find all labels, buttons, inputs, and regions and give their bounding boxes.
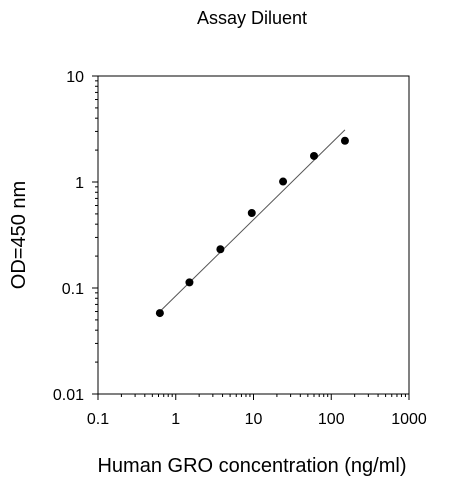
data-point bbox=[279, 177, 288, 186]
y-axis-tick-labels: 0.01 0.1 1 10 bbox=[53, 69, 84, 404]
y-tick-label: 0.01 bbox=[53, 387, 84, 404]
plot-frame bbox=[97, 75, 410, 395]
data-point bbox=[185, 278, 194, 287]
x-axis-tick-labels: 0.1 1 10 100 1000 bbox=[87, 411, 427, 428]
y-tick-label: 1 bbox=[75, 175, 84, 192]
x-axis-ticks bbox=[97, 394, 410, 400]
x-tick-label: 100 bbox=[318, 411, 345, 428]
x-tick-label: 1 bbox=[171, 411, 180, 428]
data-point bbox=[340, 136, 349, 145]
y-tick-label: 10 bbox=[66, 69, 84, 86]
data-point bbox=[216, 245, 225, 254]
data-point bbox=[310, 151, 319, 160]
y-tick-label: 0.1 bbox=[62, 281, 84, 298]
data-point bbox=[247, 208, 256, 217]
x-tick-label: 10 bbox=[245, 411, 263, 428]
x-axis-label: Human GRO concentration (ng/ml) bbox=[97, 455, 406, 477]
y-axis-label: OD=450 nm bbox=[8, 181, 30, 289]
y-axis-ticks bbox=[92, 75, 98, 395]
x-tick-label: 1000 bbox=[391, 411, 427, 428]
data-points bbox=[155, 136, 349, 318]
x-tick-label: 0.1 bbox=[87, 411, 109, 428]
chart-title: Assay Diluent bbox=[197, 8, 307, 28]
data-point bbox=[155, 309, 164, 318]
